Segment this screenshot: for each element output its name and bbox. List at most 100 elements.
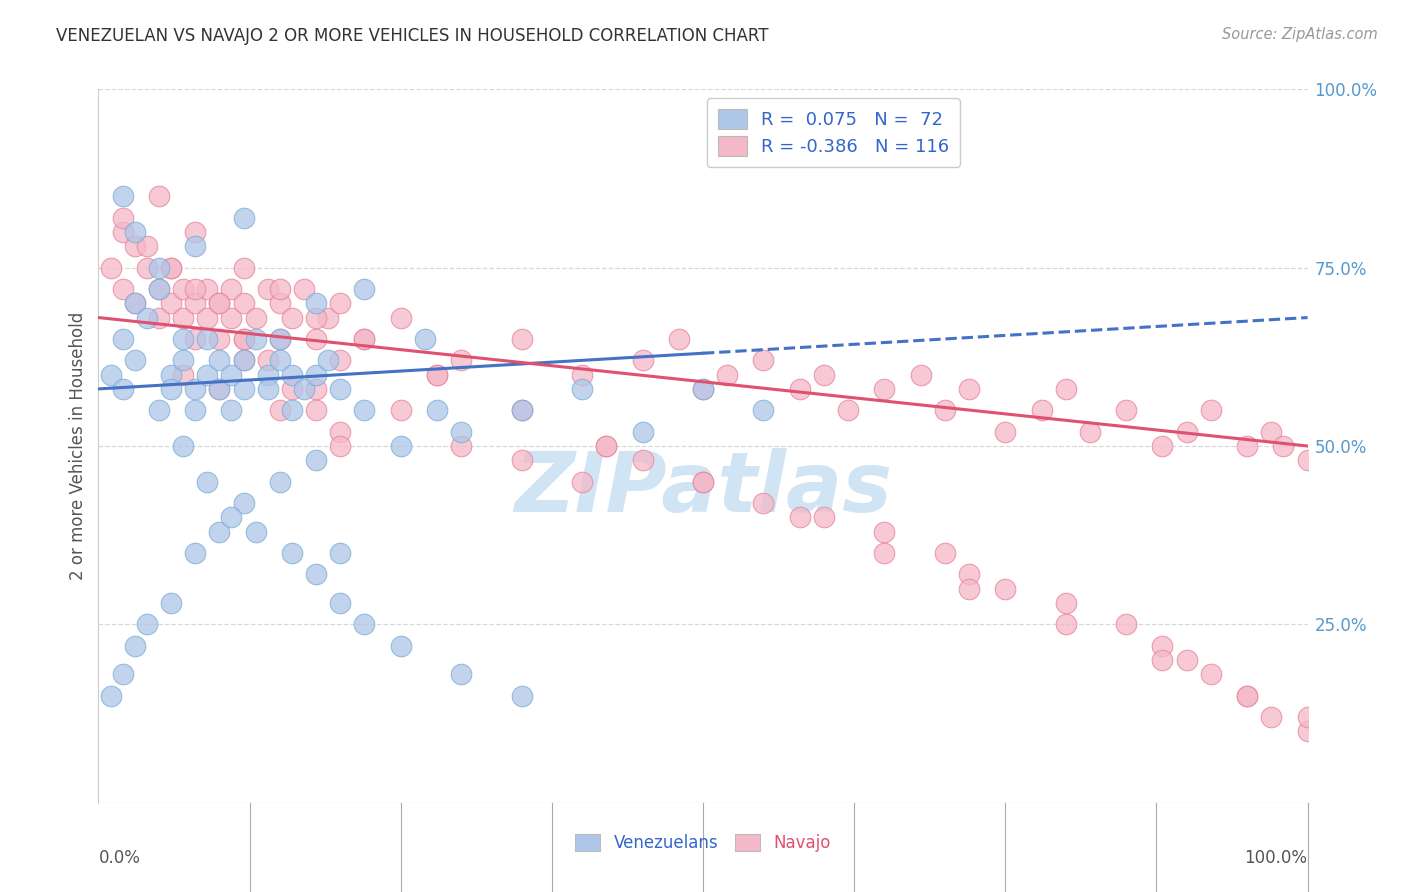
Point [281, 546, 304, 560]
Point [1199, 403, 1222, 417]
Point [135, 310, 157, 325]
Point [316, 310, 339, 325]
Point [595, 439, 617, 453]
Point [135, 617, 157, 632]
Y-axis label: 2 or more Vehicles in Household: 2 or more Vehicles in Household [69, 312, 87, 580]
Point [1236, 689, 1258, 703]
Point [450, 425, 472, 439]
Point [329, 382, 352, 396]
Point [160, 296, 183, 310]
Point [195, 332, 218, 346]
Point [184, 225, 207, 239]
Point [450, 353, 472, 368]
Point [160, 368, 183, 382]
Point [208, 353, 231, 368]
Point [595, 439, 617, 453]
Point [124, 239, 146, 253]
Point [631, 453, 654, 467]
Point [692, 475, 714, 489]
Point [281, 368, 304, 382]
Point [184, 403, 207, 417]
Point [450, 439, 472, 453]
Point [752, 496, 775, 510]
Point [692, 475, 714, 489]
Point [208, 524, 231, 539]
Point [668, 332, 690, 346]
Point [208, 382, 231, 396]
Point [934, 403, 956, 417]
Point [111, 211, 134, 225]
Text: 100.0%: 100.0% [1244, 849, 1308, 867]
Point [329, 596, 352, 610]
Point [305, 403, 328, 417]
Point [111, 667, 134, 681]
Point [1152, 639, 1174, 653]
Point [281, 310, 304, 325]
Point [994, 425, 1017, 439]
Point [789, 510, 811, 524]
Point [245, 524, 267, 539]
Point [256, 382, 278, 396]
Point [510, 332, 533, 346]
Point [148, 189, 170, 203]
Point [111, 332, 134, 346]
Point [184, 546, 207, 560]
Point [269, 403, 291, 417]
Point [1078, 425, 1101, 439]
Point [305, 453, 328, 467]
Point [1115, 617, 1137, 632]
Point [172, 310, 194, 325]
Point [1296, 710, 1319, 724]
Point [160, 596, 183, 610]
Point [305, 382, 328, 396]
Point [232, 260, 254, 275]
Point [184, 282, 207, 296]
Point [160, 382, 183, 396]
Point [281, 403, 304, 417]
Point [510, 403, 533, 417]
Point [305, 567, 328, 582]
Point [221, 282, 243, 296]
Point [184, 296, 207, 310]
Point [256, 282, 278, 296]
Point [292, 382, 315, 396]
Point [184, 239, 207, 253]
Point [305, 332, 328, 346]
Text: 0.0%: 0.0% [98, 849, 141, 867]
Point [389, 639, 412, 653]
Point [195, 475, 218, 489]
Point [692, 382, 714, 396]
Point [281, 382, 304, 396]
Point [1031, 403, 1053, 417]
Point [269, 332, 291, 346]
Point [232, 296, 254, 310]
Point [172, 353, 194, 368]
Point [305, 368, 328, 382]
Point [172, 332, 194, 346]
Point [353, 332, 375, 346]
Point [1175, 425, 1198, 439]
Point [100, 368, 122, 382]
Point [232, 332, 254, 346]
Point [124, 639, 146, 653]
Point [232, 496, 254, 510]
Point [353, 332, 375, 346]
Point [111, 189, 134, 203]
Point [716, 368, 738, 382]
Point [135, 260, 157, 275]
Point [329, 353, 352, 368]
Point [1054, 617, 1077, 632]
Point [353, 403, 375, 417]
Point [195, 282, 218, 296]
Point [752, 403, 775, 417]
Point [329, 546, 352, 560]
Point [1175, 653, 1198, 667]
Point [957, 567, 980, 582]
Point [957, 582, 980, 596]
Legend: Venezuelans, Navajo: Venezuelans, Navajo [568, 827, 838, 859]
Point [1236, 439, 1258, 453]
Point [510, 403, 533, 417]
Point [148, 310, 170, 325]
Point [195, 368, 218, 382]
Point [873, 524, 896, 539]
